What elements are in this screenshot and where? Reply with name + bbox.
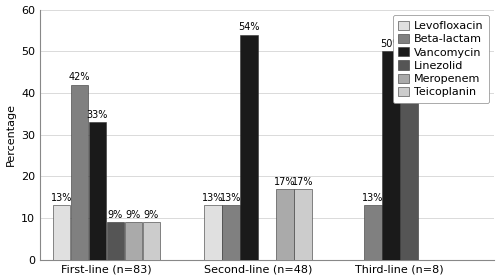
Bar bbox=[70, 85, 88, 260]
Text: 38%: 38% bbox=[398, 89, 419, 99]
Text: 33%: 33% bbox=[86, 110, 108, 120]
Text: 17%: 17% bbox=[274, 177, 295, 187]
Text: 9%: 9% bbox=[144, 210, 159, 220]
Bar bbox=[222, 206, 240, 260]
Text: 13%: 13% bbox=[220, 193, 242, 203]
Text: 13%: 13% bbox=[362, 193, 384, 203]
Bar bbox=[400, 101, 417, 260]
Bar bbox=[364, 206, 382, 260]
Text: 9%: 9% bbox=[126, 210, 141, 220]
Bar bbox=[142, 222, 160, 260]
Text: 17%: 17% bbox=[292, 177, 314, 187]
Text: 13%: 13% bbox=[202, 193, 224, 203]
Y-axis label: Percentage: Percentage bbox=[6, 103, 16, 166]
Text: 54%: 54% bbox=[238, 22, 260, 32]
Bar bbox=[124, 222, 142, 260]
Bar bbox=[382, 51, 400, 260]
Text: 42%: 42% bbox=[68, 73, 90, 83]
Bar bbox=[52, 206, 70, 260]
Bar bbox=[106, 222, 124, 260]
Bar bbox=[276, 189, 293, 260]
Bar bbox=[88, 122, 106, 260]
Bar bbox=[294, 189, 312, 260]
Legend: Levofloxacin, Beta-lactam, Vancomycin, Linezolid, Meropenem, Teicoplanin: Levofloxacin, Beta-lactam, Vancomycin, L… bbox=[392, 15, 489, 103]
Bar bbox=[204, 206, 222, 260]
Text: 50%: 50% bbox=[380, 39, 402, 49]
Text: 13%: 13% bbox=[50, 193, 72, 203]
Text: 9%: 9% bbox=[108, 210, 123, 220]
Bar bbox=[240, 34, 258, 260]
